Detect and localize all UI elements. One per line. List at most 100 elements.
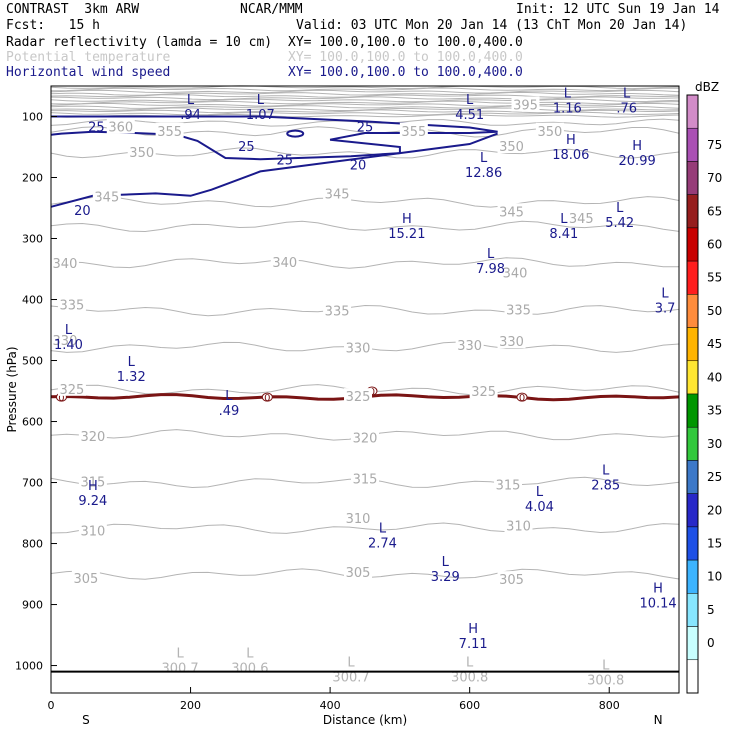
colorbar-level-label: 20: [707, 503, 722, 517]
colorbar-segment: [686, 127, 699, 162]
x-tick-label: 400: [320, 699, 341, 712]
x-tick-label: 200: [180, 699, 201, 712]
colorbar-level-label: 5: [707, 603, 715, 617]
theta-label: 335: [325, 305, 350, 320]
extremum-value: 8.41: [549, 227, 578, 242]
colorbar-frame: [686, 94, 699, 694]
theta-label-bg: [351, 470, 379, 486]
colorbar-level-label: 45: [707, 337, 722, 351]
theta-label: 350: [129, 146, 154, 161]
init-time: Init: 12 UTC Sun 19 Jan 14: [516, 2, 720, 17]
theta-line-310: [50, 522, 680, 534]
extremum-value: 10.14: [639, 596, 676, 611]
theta-label-bg: [270, 253, 299, 269]
colorbar-level-label: 75: [707, 138, 722, 152]
theta-label: 315: [496, 479, 521, 494]
theta-label-bg: [57, 296, 86, 312]
theta-label: 305: [499, 573, 524, 588]
theta-label: 315: [353, 472, 378, 487]
theta-label-bg: [57, 380, 86, 396]
extremum-value: 2.85: [591, 479, 620, 494]
theta-label-bg: [71, 569, 100, 585]
colorbar-level-label: 0: [707, 636, 715, 650]
theta-label: 330: [346, 341, 371, 356]
y-tick-label: 100: [22, 111, 43, 124]
theta-label-bg: [497, 333, 526, 349]
extremum-value: 5.42: [605, 216, 634, 231]
theta-label: 325: [60, 383, 85, 398]
axes: 0 200 400 600 800100200300400500600700800900…: [5, 85, 680, 727]
theta-label-bg: [344, 563, 373, 579]
theta-label: 305: [73, 572, 98, 587]
extremum-value: 4.51: [455, 108, 484, 123]
wind-contour-20: [50, 132, 498, 208]
extremum-value: .49: [219, 404, 240, 419]
y-axis-label: Pressure (hPa): [5, 346, 19, 432]
extremum-value: 9.24: [78, 494, 107, 509]
colorbar-level-label: 30: [707, 437, 722, 451]
extremum-value: 300.8: [587, 674, 624, 689]
theta-line-342: [50, 220, 680, 233]
theta-label: 330: [457, 339, 482, 354]
y-tick-label: 500: [22, 355, 43, 368]
colorbar-segment: [686, 559, 699, 594]
forecast-hour: Fcst: 15 h: [6, 18, 100, 33]
extremum-type: L: [128, 355, 136, 370]
extremum-type: L: [536, 485, 544, 500]
colorbar-segment: [686, 194, 699, 229]
extremum-type: L: [257, 93, 265, 108]
theta-label-bg: [78, 522, 107, 538]
wind-contours: [50, 115, 498, 208]
plot-frame: [50, 85, 680, 694]
theta-label: 320: [80, 430, 105, 445]
extremum-type: L: [442, 555, 450, 570]
y-tick-label: 800: [22, 538, 43, 551]
theta-label: 310: [80, 524, 105, 539]
theta-label-bg: [344, 339, 373, 355]
field-wind-xy: XY= 100.0,100.0 to 100.0,400.0: [288, 65, 523, 80]
extremum-type: L: [347, 656, 355, 671]
colorbar-segment: [686, 493, 699, 528]
colorbar-level-label: 65: [707, 204, 722, 218]
theta-label: 355: [157, 125, 182, 140]
theta-label-bg: [344, 388, 373, 404]
field-theta-xy: XY= 100.0,100.0 to 100.0,400.0: [288, 50, 523, 65]
x-end-label-north: N: [654, 713, 663, 727]
wind-label: 20: [74, 204, 91, 219]
extremum-value: 300.8: [451, 671, 488, 686]
y-tick-label: 1000: [15, 660, 43, 673]
theta-label-bg: [399, 122, 428, 138]
extremum-type: L: [623, 87, 631, 102]
theta-label-bg: [455, 336, 484, 352]
theta-label-bg: [50, 332, 79, 348]
extremum-type: L: [487, 247, 495, 262]
x-end-label-south: S: [82, 713, 90, 727]
theta-label: 330: [499, 335, 524, 350]
colorbar-segment: [686, 161, 699, 195]
y-tick-label: 300: [22, 233, 43, 246]
extremum-type: H: [402, 212, 412, 227]
theta-line-upper: [50, 111, 680, 116]
wind-label: 25: [276, 153, 293, 168]
extremum-value: 7.98: [476, 262, 505, 277]
wind-label: 20: [350, 158, 367, 173]
theta-line-upper: [51, 109, 680, 114]
extremum-value: 300.7: [161, 662, 198, 677]
theta-label: 360: [108, 120, 133, 135]
theta-label-bg: [344, 510, 373, 526]
theta-label-bg: [567, 209, 596, 225]
theta-label-bg: [92, 188, 121, 204]
colorbar-segment: [686, 360, 699, 395]
theta-label: 330: [53, 334, 78, 349]
colorbar-segment: [686, 659, 699, 694]
wind-contour-25: [50, 115, 498, 161]
extremum-value: 7.11: [459, 637, 488, 652]
extremum-type: H: [632, 139, 642, 154]
valid-time: Valid: 03 UTC Mon 20 Jan 14 (13 ChT Mon …: [296, 18, 688, 33]
zero-dbz-label: 0: [58, 393, 64, 404]
extremum-type: H: [468, 622, 478, 637]
x-tick-label: 800: [599, 699, 620, 712]
theta-label: 320: [353, 432, 378, 447]
colorbar-level-label: 50: [707, 304, 722, 318]
theta-label-bg: [323, 302, 352, 318]
